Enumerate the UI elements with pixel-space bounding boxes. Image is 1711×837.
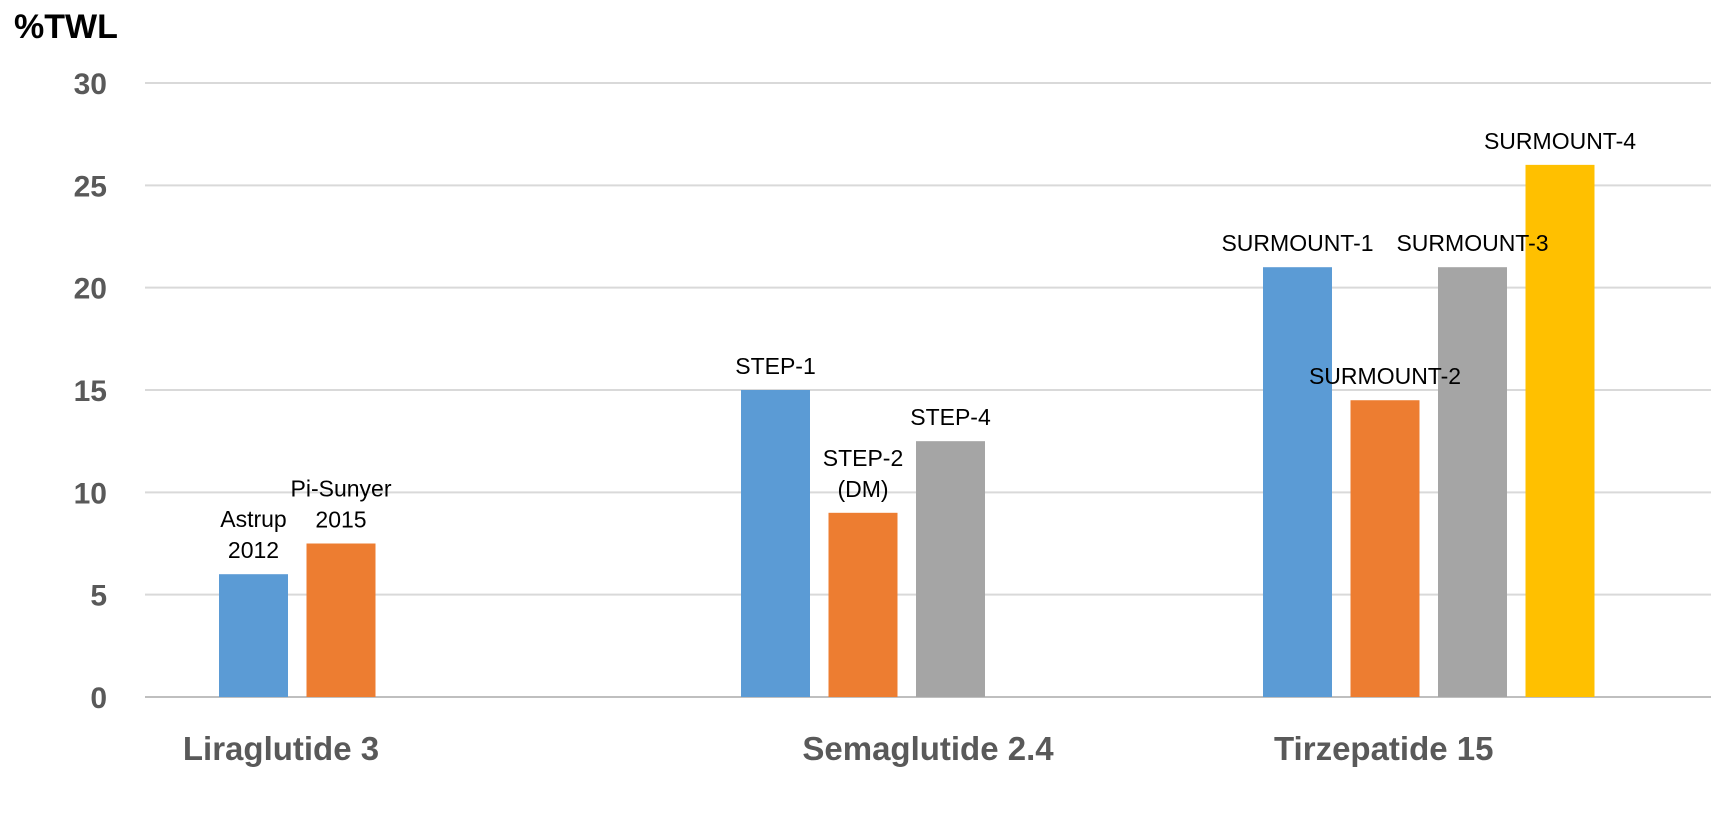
- y-tick-label: 20: [74, 273, 107, 306]
- bar-data-label-line: SURMOUNT-1: [1221, 230, 1373, 256]
- bar-data-label: SURMOUNT-2: [1309, 363, 1461, 389]
- x-axis-categories: Liraglutide 3 Semaglutide 2.4 Tirzepatide …: [183, 730, 1494, 767]
- bar-data-label-line: (DM): [837, 476, 888, 502]
- x-category-label: Semaglutide 2.4: [802, 730, 1054, 767]
- bar-surmount-2: [1350, 400, 1420, 697]
- y-tick-label: 5: [90, 580, 107, 613]
- bar-step-1: [741, 390, 810, 697]
- bar-data-label-line: SURMOUNT-3: [1396, 230, 1548, 256]
- y-tick-label: 15: [74, 375, 107, 408]
- bar-astrup-2012: [219, 574, 288, 697]
- bar-data-label: Astrup 2012: [220, 506, 286, 563]
- bar-data-label: STEP-4: [910, 404, 991, 430]
- bar-data-label-line: STEP-2: [823, 445, 904, 471]
- bar-data-label: SURMOUNT-4: [1484, 128, 1636, 154]
- y-tick-label: 10: [74, 477, 107, 510]
- bar-step-4: [916, 441, 985, 697]
- bar-surmount-4: [1525, 164, 1595, 697]
- bar-data-label-line: SURMOUNT-4: [1484, 128, 1636, 154]
- y-tick-label: 30: [74, 68, 107, 101]
- y-tick-label: 0: [90, 682, 107, 715]
- bar-data-label: STEP-1: [735, 353, 816, 379]
- bar-data-label-line: STEP-4: [910, 404, 991, 430]
- bar-surmount-3: [1438, 267, 1507, 697]
- bar-data-label: SURMOUNT-3: [1396, 230, 1548, 256]
- bar-step-2-dm: [828, 512, 898, 697]
- bar-data-label-line: STEP-1: [735, 353, 816, 379]
- bar-surmount-1: [1263, 267, 1332, 697]
- bar-data-label: STEP-2 (DM): [823, 445, 904, 502]
- x-category-label: Tirzepatide 15: [1274, 730, 1493, 767]
- x-category-label: Liraglutide 3: [183, 730, 379, 767]
- bar-data-label-line: 2015: [315, 507, 366, 533]
- bar-data-label-line: SURMOUNT-2: [1309, 363, 1461, 389]
- bar-data-label-line: Astrup: [220, 506, 286, 532]
- y-axis-ticks: 0 5 10 15 20 25 30: [74, 68, 107, 715]
- bar-data-label-line: 2012: [228, 537, 279, 563]
- bar-data-label: Pi-Sunyer 2015: [291, 476, 392, 533]
- bar-data-label: SURMOUNT-1: [1221, 230, 1373, 256]
- bar-data-label-line: Pi-Sunyer: [291, 476, 392, 502]
- y-tick-label: 25: [74, 170, 107, 203]
- y-axis-label: %TWL: [14, 8, 118, 46]
- bar-pi-sunyer-2015: [306, 543, 376, 697]
- bars: [219, 164, 1595, 697]
